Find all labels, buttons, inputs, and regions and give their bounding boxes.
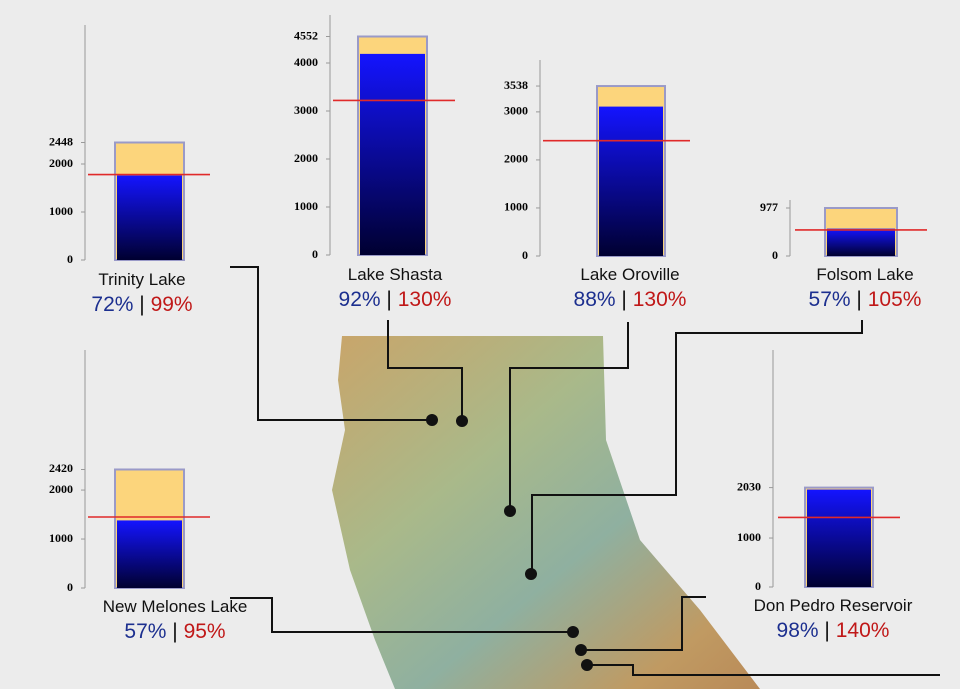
separator: | bbox=[824, 619, 829, 642]
storage-bar bbox=[827, 228, 895, 256]
connectors bbox=[230, 266, 940, 676]
reservoir-chart: 0 977 Folsom Lake 57% | 105% bbox=[760, 200, 927, 311]
reservoir-chart: 0 1000 2000 2448 Trinity Lake 72% | 99% bbox=[49, 25, 210, 316]
y-tick-label: 0 bbox=[312, 247, 318, 261]
y-tick-label: 1000 bbox=[294, 199, 318, 213]
y-tick-label: 0 bbox=[522, 248, 528, 262]
storage-bar bbox=[117, 175, 182, 260]
y-tick-label: 0 bbox=[772, 248, 778, 262]
storage-bar bbox=[360, 53, 425, 255]
reservoir-chart: 0 1000 2000 2420 New Melones Lake 57% | 95% bbox=[49, 350, 247, 643]
y-tick-label: 0 bbox=[755, 579, 761, 593]
y-tick-label: 1000 bbox=[49, 204, 73, 218]
y-tick-label: 2000 bbox=[504, 152, 528, 166]
y-tick-label: 3538 bbox=[504, 78, 528, 92]
y-tick-label: 3000 bbox=[294, 103, 318, 117]
reservoir-name: New Melones Lake bbox=[103, 597, 248, 616]
percent-of-average: 95% bbox=[184, 620, 226, 643]
storage-bar bbox=[807, 489, 871, 587]
y-tick-label: 0 bbox=[67, 580, 73, 594]
separator: | bbox=[621, 288, 626, 311]
reservoir-chart: 0 1000 2000 3000 4000 4552 Lake Shasta 92% | 13… bbox=[294, 15, 455, 311]
percent-labels: 98% | 140% bbox=[777, 619, 890, 642]
y-tick-label: 2000 bbox=[49, 156, 73, 170]
percent-of-average: 105% bbox=[868, 288, 922, 311]
y-tick-label: 3000 bbox=[504, 104, 528, 118]
separator: | bbox=[856, 288, 861, 311]
reservoir-chart: 0 1000 2030 Don Pedro Reservoir 98% | 140% bbox=[737, 350, 913, 642]
y-tick-label: 1000 bbox=[504, 200, 528, 214]
y-tick-label: 2030 bbox=[737, 479, 761, 493]
percent-of-capacity: 57% bbox=[124, 620, 166, 643]
reservoir-name: Folsom Lake bbox=[816, 265, 913, 284]
reservoir-name: Don Pedro Reservoir bbox=[754, 596, 913, 615]
y-tick-label: 977 bbox=[760, 200, 778, 214]
y-tick-label: 4000 bbox=[294, 55, 318, 69]
separator: | bbox=[172, 620, 177, 643]
y-tick-label: 2448 bbox=[49, 134, 73, 148]
reservoir-chart: 0 1000 2000 3000 3538 Lake Oroville 88% | 130% bbox=[504, 60, 690, 311]
y-tick-label: 1000 bbox=[49, 531, 73, 545]
percent-of-capacity: 57% bbox=[809, 288, 851, 311]
separator: | bbox=[139, 293, 144, 316]
y-tick-label: 2000 bbox=[49, 482, 73, 496]
reservoir-name: Trinity Lake bbox=[98, 270, 185, 289]
reservoir-name: Lake Shasta bbox=[348, 265, 443, 284]
percent-of-capacity: 98% bbox=[777, 619, 819, 642]
storage-bar bbox=[117, 520, 182, 588]
y-tick-label: 1000 bbox=[737, 530, 761, 544]
percent-labels: 92% | 130% bbox=[339, 288, 452, 311]
storage-bar bbox=[599, 106, 663, 256]
percent-labels: 72% | 99% bbox=[91, 293, 192, 316]
y-tick-label: 0 bbox=[67, 252, 73, 266]
percent-labels: 57% | 95% bbox=[124, 620, 225, 643]
reservoir-name: Lake Oroville bbox=[580, 265, 679, 284]
percent-of-average: 130% bbox=[633, 288, 687, 311]
percent-labels: 88% | 130% bbox=[574, 288, 687, 311]
y-tick-label: 4552 bbox=[294, 28, 318, 42]
percent-of-average: 130% bbox=[398, 288, 452, 311]
percent-of-capacity: 92% bbox=[339, 288, 381, 311]
separator: | bbox=[386, 288, 391, 311]
percent-of-average: 140% bbox=[836, 619, 890, 642]
percent-of-average: 99% bbox=[151, 293, 193, 316]
california-map bbox=[332, 336, 760, 689]
y-tick-label: 2420 bbox=[49, 461, 73, 475]
percent-of-capacity: 72% bbox=[91, 293, 133, 316]
y-tick-label: 2000 bbox=[294, 151, 318, 165]
percent-of-capacity: 88% bbox=[574, 288, 616, 311]
percent-labels: 57% | 105% bbox=[809, 288, 922, 311]
